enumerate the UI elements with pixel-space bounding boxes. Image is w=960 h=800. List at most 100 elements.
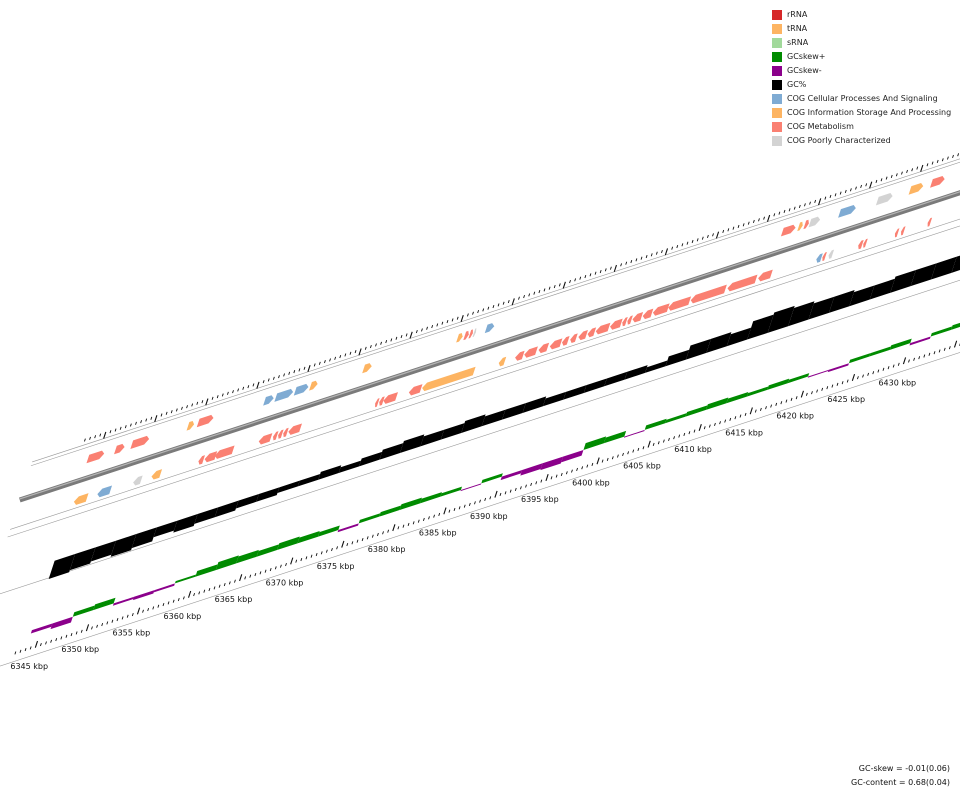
gc-content-bar <box>522 396 547 413</box>
minor-tick <box>428 516 430 520</box>
minor-tick <box>579 276 582 280</box>
minor-tick <box>364 346 367 350</box>
minor-tick <box>221 393 224 397</box>
gene-reverse <box>642 308 654 320</box>
gc-skew-positive-bar <box>481 473 503 484</box>
minor-tick <box>150 416 153 420</box>
minor-tick <box>109 430 112 434</box>
gc-skew-positive-bar <box>256 544 279 557</box>
gc-content-bar <box>153 520 178 538</box>
minor-tick <box>331 547 333 552</box>
minor-tick <box>247 385 250 389</box>
gene-forward <box>274 388 294 402</box>
major-tick <box>205 398 209 406</box>
minor-tick <box>589 273 592 277</box>
minor-tick <box>650 253 653 257</box>
gc-skew-negative-bar <box>112 596 135 606</box>
major-tick <box>511 298 515 306</box>
legend-label: COG Metabolism <box>787 122 854 131</box>
major-tick <box>800 390 804 398</box>
minor-tick <box>538 289 541 294</box>
gene-reverse <box>214 445 235 459</box>
minor-tick <box>957 153 960 157</box>
gc-content-bar <box>951 255 960 273</box>
gc-skew-positive-bar <box>726 392 749 404</box>
minor-tick <box>170 410 173 414</box>
minor-tick <box>94 435 97 439</box>
gene-forward <box>875 192 893 206</box>
minor-tick <box>395 336 398 340</box>
major-tick <box>239 574 243 582</box>
minor-tick <box>729 417 732 421</box>
minor-tick <box>780 401 783 405</box>
tick-label: 6380 kbp <box>368 545 406 554</box>
minor-tick <box>860 184 862 189</box>
minor-tick <box>315 552 318 557</box>
minor-tick <box>948 346 951 350</box>
minor-tick <box>887 366 890 370</box>
gc-content-bar <box>604 371 628 387</box>
minor-tick <box>415 330 418 334</box>
legend: rRNA tRNA sRNA GCskew+ GCskew- GC% COG C… <box>772 8 951 148</box>
minor-tick <box>645 254 648 259</box>
gc-skew-positive-bar <box>746 386 769 397</box>
minor-tick <box>242 386 245 390</box>
gc-content-bar <box>665 349 690 367</box>
gc-skew-negative-bar <box>132 590 155 601</box>
gc-content-bar <box>399 434 425 453</box>
minor-tick <box>293 370 296 374</box>
gc-skew-positive-bar <box>930 326 953 337</box>
gc-content-bar <box>910 263 937 287</box>
minor-tick <box>594 271 597 275</box>
gc-content-bar <box>481 409 506 427</box>
minor-tick <box>553 284 556 289</box>
gene-reverse <box>927 217 933 227</box>
minor-tick <box>167 601 170 605</box>
minor-tick <box>793 206 796 210</box>
minor-tick <box>906 169 908 173</box>
minor-tick <box>216 395 219 399</box>
minor-tick <box>502 301 505 305</box>
minor-tick <box>252 383 255 387</box>
minor-tick <box>397 526 400 530</box>
minor-tick <box>693 429 696 433</box>
gene-reverse <box>622 317 628 327</box>
minor-tick <box>911 168 914 172</box>
minor-tick <box>349 351 352 355</box>
gc-content-bar <box>214 500 239 518</box>
minor-tick <box>451 318 454 322</box>
minor-tick <box>426 326 428 330</box>
minor-tick <box>683 432 686 436</box>
minor-tick <box>635 258 638 262</box>
minor-tick <box>305 556 308 560</box>
gene-reverse <box>133 475 143 486</box>
minor-tick <box>652 442 655 446</box>
gc-content-bar <box>828 290 855 313</box>
minor-tick <box>681 243 684 247</box>
minor-tick <box>938 349 941 353</box>
minor-tick <box>354 350 357 354</box>
minor-tick <box>877 369 880 373</box>
minor-tick <box>193 592 195 597</box>
position-tick-labels: 6345 kbp 6350 kbp 6355 kbp 6360 kbp 6365 kbp… <box>10 378 916 671</box>
gc-content-bar <box>173 514 198 533</box>
minor-tick <box>227 391 229 395</box>
minor-tick <box>804 203 806 207</box>
minor-tick <box>918 356 921 360</box>
gc-content-bar <box>379 443 404 460</box>
gene-forward <box>309 380 318 391</box>
minor-tick <box>147 608 150 612</box>
minor-tick <box>237 388 240 392</box>
gc-skew-positive-bar <box>440 486 463 497</box>
minor-tick <box>846 379 849 383</box>
guide-line <box>7 225 960 538</box>
gene-forward <box>456 333 463 343</box>
tick-label: 6345 kbp <box>10 662 48 671</box>
minor-tick <box>446 320 449 324</box>
minor-tick <box>303 366 306 370</box>
minor-tick <box>145 418 148 422</box>
minor-tick <box>479 499 481 503</box>
minor-tick <box>890 174 893 179</box>
minor-tick <box>734 416 737 420</box>
minor-tick <box>433 514 435 518</box>
